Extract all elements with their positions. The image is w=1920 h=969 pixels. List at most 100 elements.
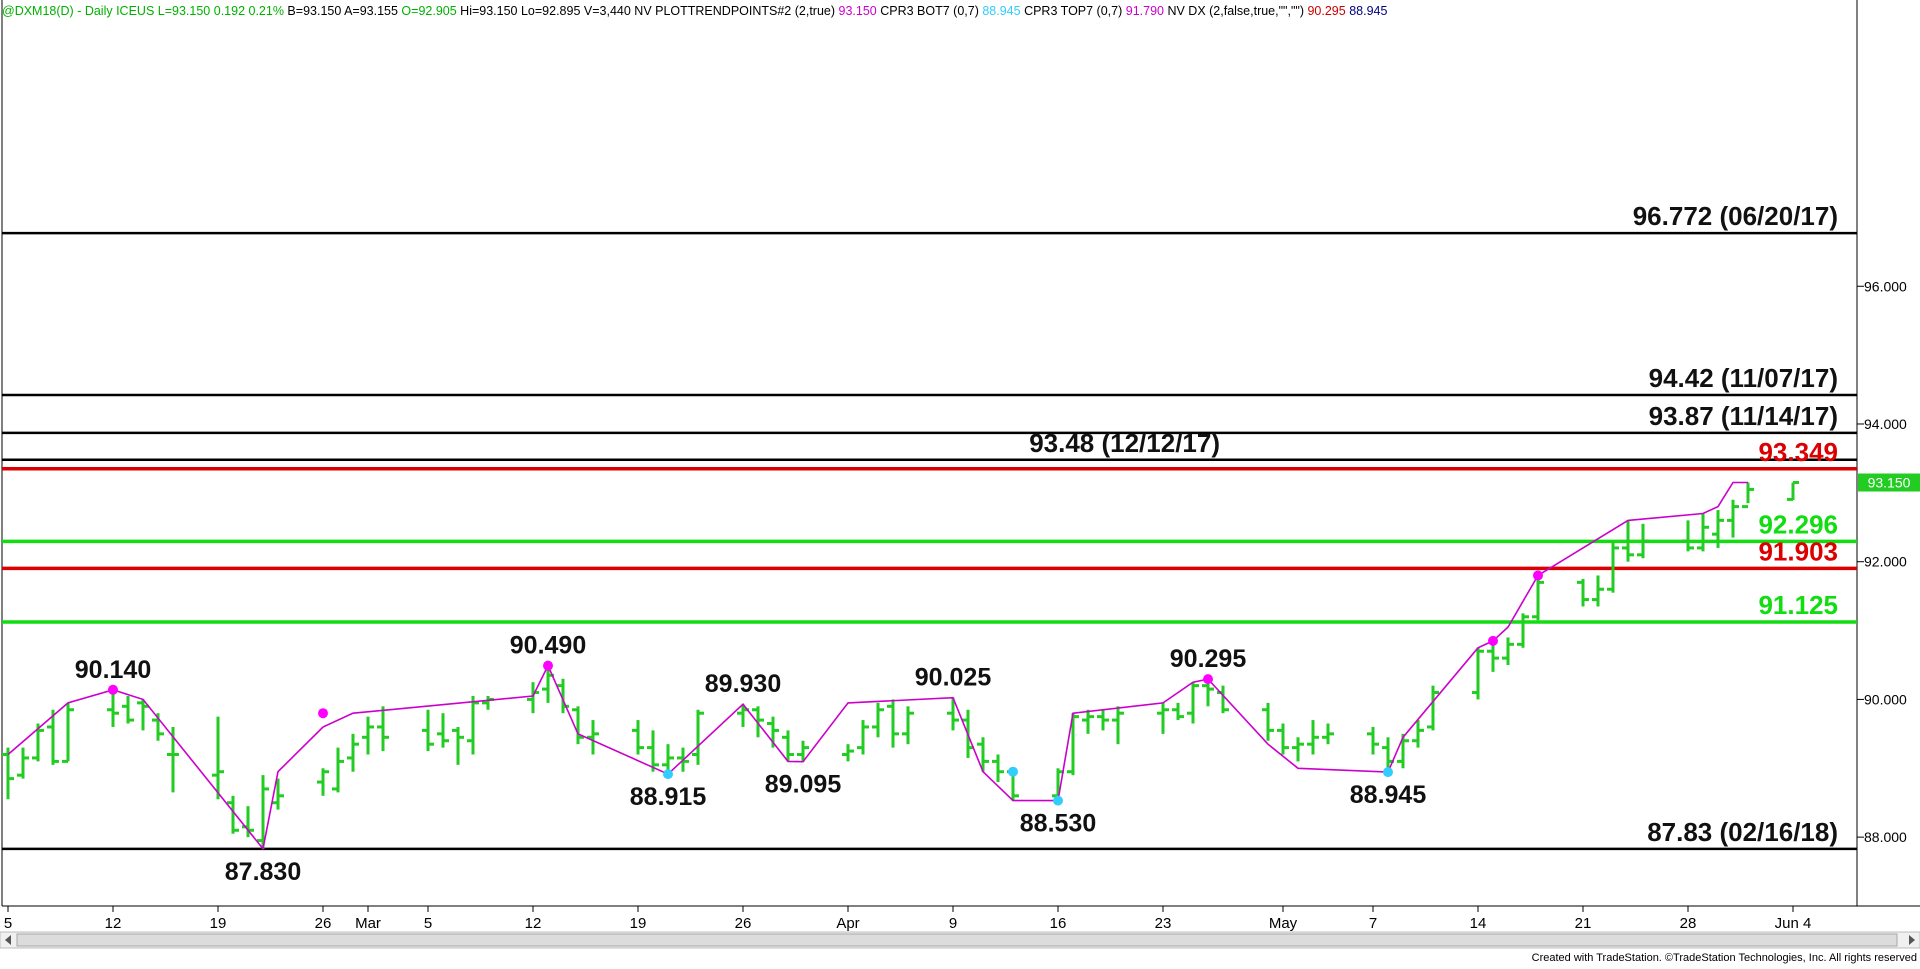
- x-tick-label: 23: [1155, 915, 1172, 932]
- ohlc-bar: [1742, 482, 1754, 509]
- x-tick-label: 12: [525, 915, 542, 932]
- ohlc-bar: [1712, 510, 1724, 548]
- x-tick-label: 16: [1050, 915, 1067, 932]
- level-lines: 96.772 (06/20/17) 94.42 (11/07/17) 93.87 (…: [2, 201, 1857, 851]
- y-tick-label: 94.000: [1864, 416, 1907, 432]
- header-item: V=3,440: [580, 4, 630, 18]
- ohlc-bar: [947, 697, 959, 731]
- header-item: Lo=92.895: [518, 4, 581, 18]
- ohlc-bar: [32, 723, 44, 762]
- level-label: 93.48 (12/12/17): [1029, 428, 1220, 458]
- header-item: B=93.150: [284, 4, 341, 18]
- header-item: NV DX (2,false,true,"",""): [1164, 4, 1304, 18]
- ohlc-bar: [782, 730, 794, 762]
- ohlc-bar: [902, 706, 914, 745]
- ohlc-bar: [452, 726, 464, 765]
- ohlc-bar: [62, 702, 74, 763]
- ohlc-bar: [1787, 481, 1799, 501]
- ohlc-bar: [992, 754, 1004, 783]
- level-label: 96.772 (06/20/17): [1633, 201, 1838, 231]
- swing-label: 87.830: [225, 858, 301, 886]
- ohlc-bar: [362, 716, 374, 755]
- ohlc-bar: [872, 702, 884, 738]
- x-tick-label: 26: [315, 915, 332, 932]
- ohlc-bar: [1502, 637, 1514, 665]
- ohlc-bar: [692, 709, 704, 765]
- ohlc-bar: [1262, 702, 1274, 741]
- ohlc-bar: [572, 706, 584, 745]
- ohlc-bar: [1277, 723, 1289, 755]
- y-tick-label: 88.000: [1864, 829, 1907, 845]
- ohlc-bar: [1637, 523, 1649, 559]
- ohlc-bar: [272, 778, 284, 810]
- horizontal-scrollbar[interactable]: [0, 931, 1920, 949]
- ohlc-bar: [1097, 709, 1109, 731]
- swing-high-marker: [1533, 570, 1543, 581]
- scroll-left-icon[interactable]: [5, 935, 11, 945]
- ohlc-bar: [227, 795, 239, 834]
- header-item: O=92.905: [398, 4, 457, 18]
- ohlc-bar: [1157, 702, 1169, 734]
- last-price-label: 93.150: [1868, 475, 1911, 491]
- header-item: Hi=93.150: [457, 4, 518, 18]
- swing-label: 90.490: [510, 632, 586, 660]
- ohlc-bar: [332, 747, 344, 793]
- ohlc-bar: [887, 699, 899, 748]
- level-label: 91.125: [1758, 590, 1838, 620]
- ohlc-bar: [107, 689, 119, 727]
- swing-labels: 90.140 87.830 90.490 88.915 89.930 89.095 90.0…: [75, 632, 1427, 886]
- ohlc-bar: [1322, 723, 1334, 745]
- header-item: CPR3 TOP7 (0,7): [1021, 4, 1123, 18]
- ohlc-bar: [1727, 499, 1739, 538]
- ohlc-bar: [1517, 613, 1529, 648]
- ohlc-bar: [17, 747, 29, 779]
- trend-line: [7, 481, 1748, 851]
- swing-low-marker: [1008, 766, 1018, 777]
- ohlc-bar: [842, 744, 854, 762]
- swing-high-marker: [1488, 635, 1498, 646]
- x-tick-label: Jun 4: [1775, 915, 1812, 932]
- ohlc-bar: [587, 720, 599, 755]
- ohlc-bar: [1577, 578, 1589, 607]
- ohlc-bar: [1592, 575, 1604, 607]
- footer-credit: Created with TradeStation. ©TradeStation…: [1532, 952, 1917, 964]
- ohlc-bar: [2, 747, 14, 800]
- level-label: 92.296: [1758, 509, 1838, 539]
- ohlc-bar: [257, 775, 269, 849]
- ohlc-bar: [317, 768, 329, 796]
- swing-label: 89.095: [765, 771, 842, 799]
- swing-label: 90.140: [75, 656, 151, 684]
- scrollbar-thumb[interactable]: [16, 933, 1898, 947]
- scroll-right-icon[interactable]: [1909, 935, 1915, 945]
- x-tick-label: Apr: [836, 915, 859, 932]
- ohlc-bar: [1607, 541, 1619, 593]
- swing-label: 90.025: [915, 664, 992, 692]
- x-tick-label: 7: [1369, 915, 1377, 932]
- ohlc-bar: [1622, 520, 1634, 562]
- header-item: CPR3 BOT7 (0,7): [877, 4, 979, 18]
- ohlc-bar: [1682, 520, 1694, 552]
- ohlc-bar: [377, 706, 389, 752]
- swing-label: 88.530: [1020, 810, 1096, 838]
- ohlc-bar: [47, 709, 59, 765]
- level-label: 93.349: [1758, 437, 1838, 467]
- ohlc-bar: [467, 695, 479, 755]
- x-tick-label: 5: [424, 915, 432, 932]
- last-price-marker: 93.150: [1858, 473, 1920, 492]
- ohlc-bar: [752, 706, 764, 738]
- level-label: 94.42 (11/07/17): [1649, 363, 1838, 393]
- y-tick-label: 92.000: [1864, 554, 1907, 570]
- ohlc-bar: [1532, 575, 1544, 621]
- ohlc-bar: [437, 713, 449, 748]
- ohlc-bar: [797, 740, 809, 762]
- header-item: 88.945: [979, 4, 1021, 18]
- header-item: NV PLOTTRENDPOINTS#2 (2,true): [631, 4, 835, 18]
- ohlc-bar: [632, 720, 644, 755]
- ohlc-bar: [647, 730, 659, 772]
- ohlc-bar: [422, 709, 434, 752]
- x-tick-label: 26: [735, 915, 752, 932]
- swing-low-marker: [1053, 795, 1063, 806]
- ohlc-bar: [1082, 709, 1094, 734]
